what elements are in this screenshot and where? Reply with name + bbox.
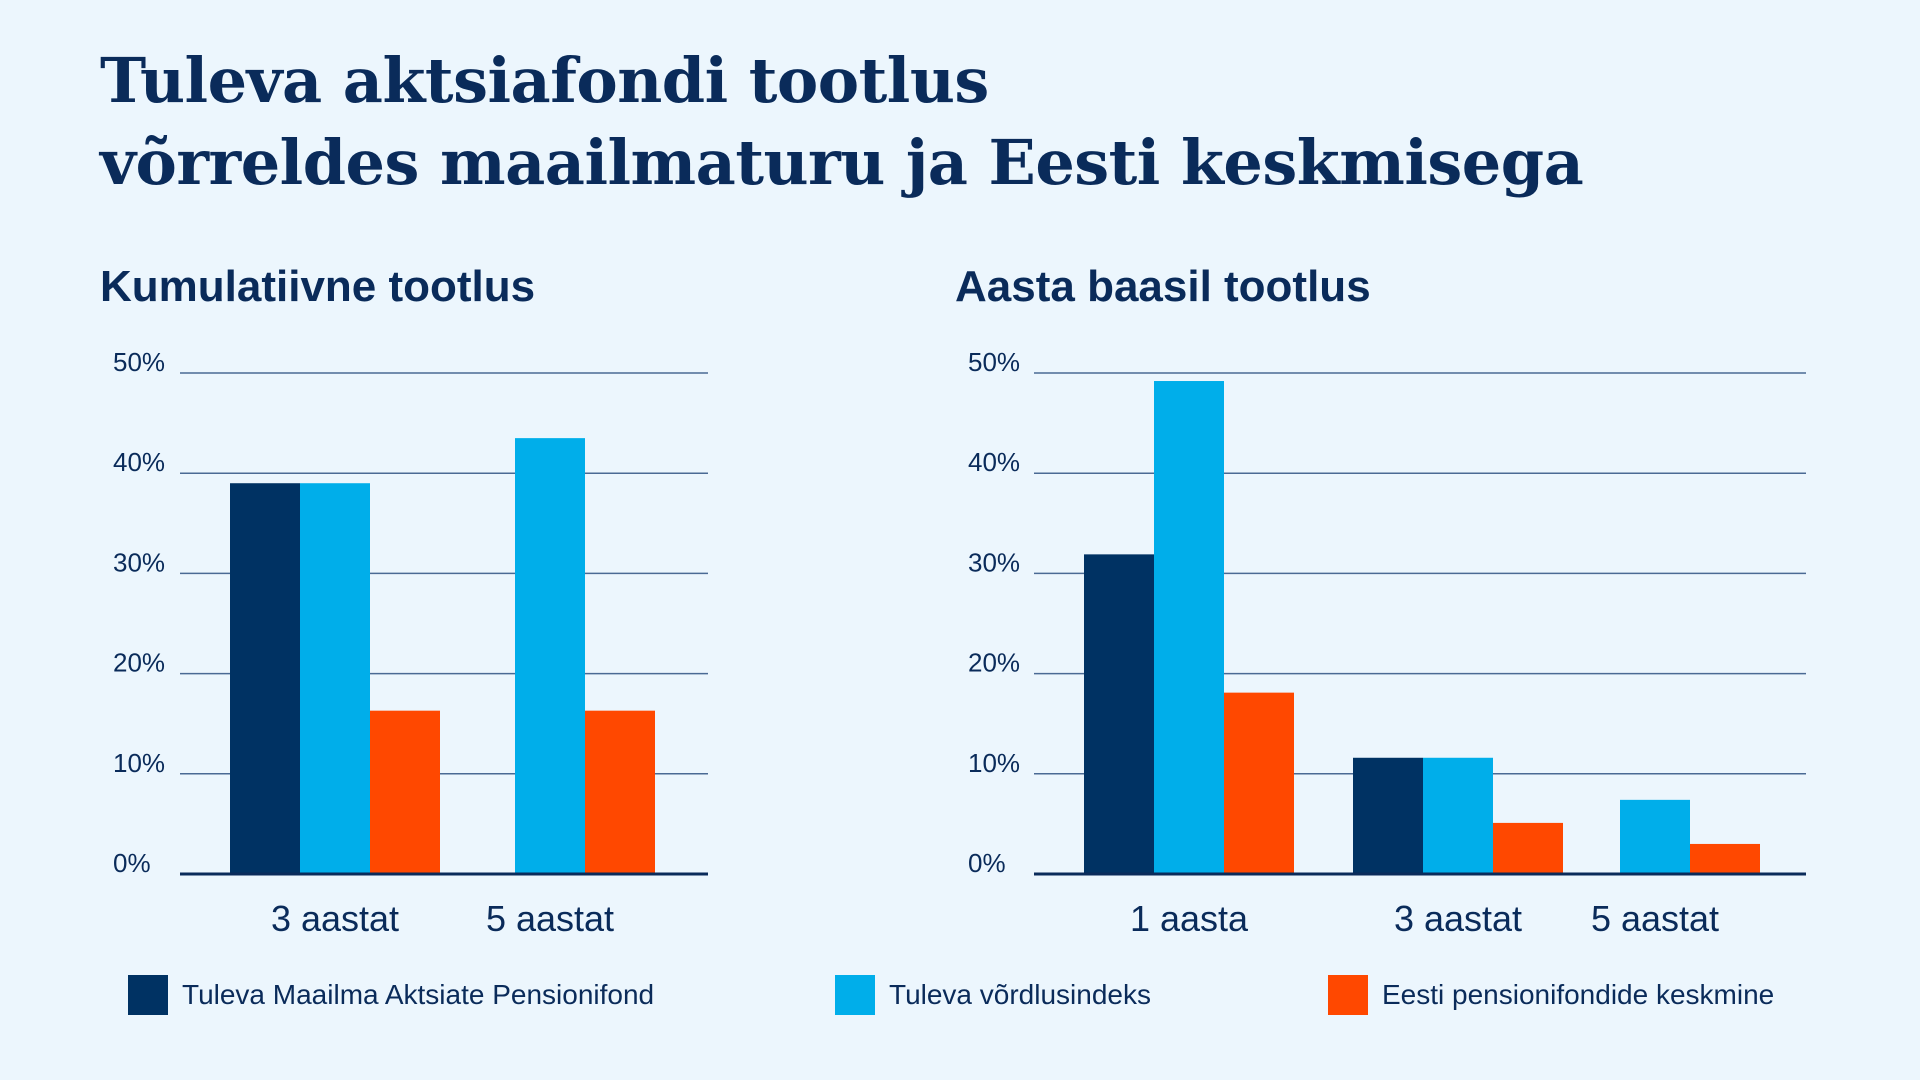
bar-benchmark: Tuleva võrdlusindeks — 5 aastat: 43.5% (515, 438, 585, 874)
legend-swatch (1328, 975, 1368, 1015)
bar-tuleva-fund: Tuleva Maailma Aktsiate Pensionifond — 3… (230, 483, 300, 874)
x-category-label: 5 aastat (1591, 898, 1719, 939)
x-category-label: 1 aasta (1130, 898, 1249, 939)
legend-label: Tuleva Maailma Aktsiate Pensionifond (182, 979, 655, 1010)
bar-estonian-average: Eesti pensionifondide keskmine — 5 aasta… (1690, 843, 1760, 874)
y-tick-label: 0% (113, 848, 151, 878)
y-tick-label: 10% (968, 748, 1020, 778)
legend-swatch (835, 975, 875, 1015)
y-tick-label: 30% (968, 547, 1020, 577)
y-tick-label: 40% (968, 447, 1020, 477)
bar-benchmark: Tuleva võrdlusindeks — 3 aastat: 39% (300, 483, 370, 874)
x-category-label: 3 aastat (1394, 898, 1522, 939)
page-title: Tuleva aktsiafondi tootlus võrreldes maa… (100, 40, 1584, 204)
bar-benchmark: Tuleva võrdlusindeks — 5 aastat: 7.4% (1620, 799, 1690, 874)
y-tick-label: 0% (968, 848, 1006, 878)
y-tick-label: 20% (968, 648, 1020, 678)
legend-item-estonian-average: Eesti pensionifondide keskmine (1328, 975, 1774, 1015)
y-tick-label: 10% (113, 748, 165, 778)
bar-estonian-average: Eesti pensionifondide keskmine — 5 aasta… (585, 710, 655, 874)
legend-item-tuleva-fund: Tuleva Maailma Aktsiate Pensionifond (128, 975, 654, 1015)
legend-label: Eesti pensionifondide keskmine (1382, 979, 1775, 1010)
legend-item-benchmark: Tuleva võrdlusindeks (835, 975, 1151, 1015)
bar-tuleva-fund: Tuleva Maailma Aktsiate Pensionifond — 3… (1353, 757, 1423, 874)
chart-title-cumulative: Kumulatiivne tootlus (100, 262, 536, 311)
bar-tuleva-fund: Tuleva Maailma Aktsiate Pensionifond — 1… (1084, 554, 1154, 874)
y-tick-label: 50% (968, 347, 1020, 377)
y-tick-label: 40% (113, 447, 165, 477)
y-tick-label: 30% (113, 547, 165, 577)
bar-benchmark: Tuleva võrdlusindeks — 1 aasta: 49.2% (1154, 381, 1224, 874)
chart-title-annual: Aasta baasil tootlus (955, 262, 1371, 311)
legend-swatch (128, 975, 168, 1015)
x-category-label: 3 aastat (271, 898, 399, 939)
x-category-label: 5 aastat (486, 898, 614, 939)
bar-benchmark: Tuleva võrdlusindeks — 3 aastat: 11.6% (1423, 757, 1493, 874)
y-tick-label: 20% (113, 648, 165, 678)
y-tick-label: 50% (113, 347, 165, 377)
bar-estonian-average: Eesti pensionifondide keskmine — 1 aasta… (1224, 692, 1294, 874)
title-line-1: Tuleva aktsiafondi tootlus (100, 44, 989, 117)
bar-estonian-average: Eesti pensionifondide keskmine — 3 aasta… (1493, 822, 1563, 874)
bar-estonian-average: Eesti pensionifondide keskmine — 3 aasta… (370, 710, 440, 874)
title-line-2: võrreldes maailmaturu ja Eesti keskmiseg… (100, 126, 1584, 199)
legend-label: Tuleva võrdlusindeks (889, 979, 1151, 1010)
